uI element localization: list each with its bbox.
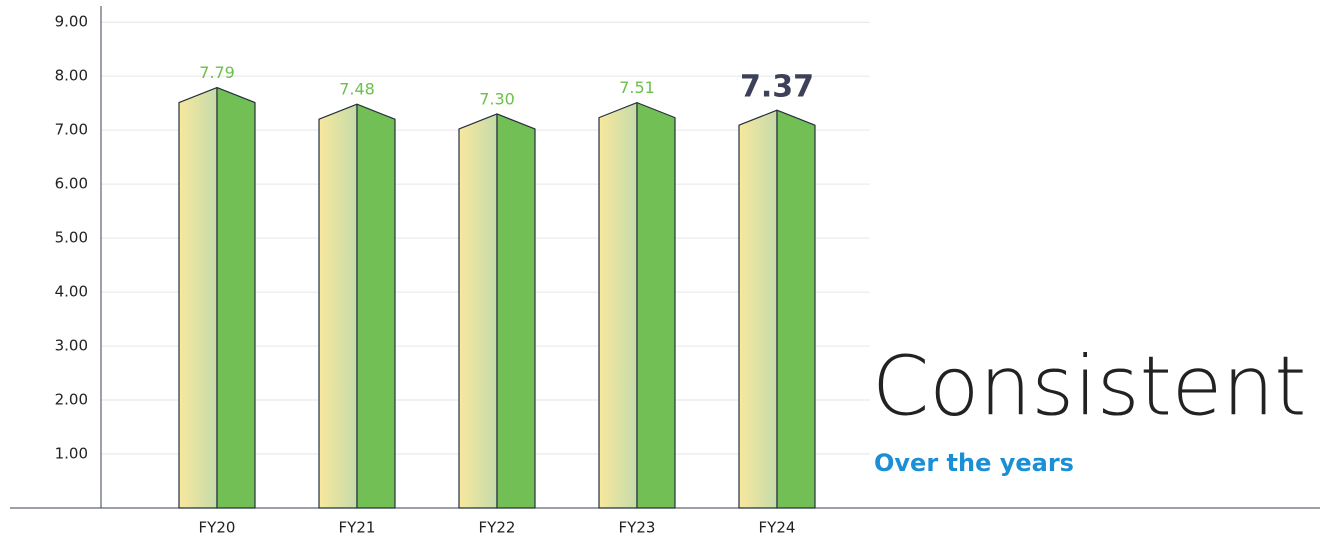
bar-left: [738, 109, 778, 509]
bar-right: [356, 103, 396, 509]
y-tick-label: 7.00: [55, 121, 88, 139]
x-tick-label: FY20: [199, 519, 236, 537]
bar-left: [178, 86, 218, 509]
y-tick-label: 8.00: [55, 67, 88, 85]
y-tick-label: 5.00: [55, 229, 88, 247]
x-tick-label: FY24: [759, 519, 796, 537]
y-tick-label: 2.00: [55, 391, 88, 409]
y-tick-label: 4.00: [55, 283, 88, 301]
x-tick-label: FY22: [479, 519, 516, 537]
bar-left: [318, 103, 358, 509]
y-tick-label: 1.00: [55, 445, 88, 463]
y-tick-label: 6.00: [55, 175, 88, 193]
subheadline: Over the years: [874, 449, 1074, 477]
value-label: 7.37: [740, 70, 814, 105]
bar-right: [776, 109, 816, 509]
bar-right: [636, 102, 676, 509]
headline: Consistent: [872, 340, 1306, 435]
x-tick-label: FY23: [619, 519, 656, 537]
y-tick-label: 3.00: [55, 337, 88, 355]
y-tick-label: 9.00: [55, 13, 88, 31]
value-label: 7.48: [339, 80, 375, 99]
bar-left: [598, 102, 638, 509]
value-label: 7.79: [199, 63, 235, 82]
bar-right: [216, 86, 256, 509]
bar-left: [458, 113, 498, 509]
value-label: 7.51: [619, 78, 655, 97]
x-tick-label: FY21: [339, 519, 376, 537]
value-label: 7.30: [479, 89, 515, 108]
bar-right: [496, 113, 536, 509]
